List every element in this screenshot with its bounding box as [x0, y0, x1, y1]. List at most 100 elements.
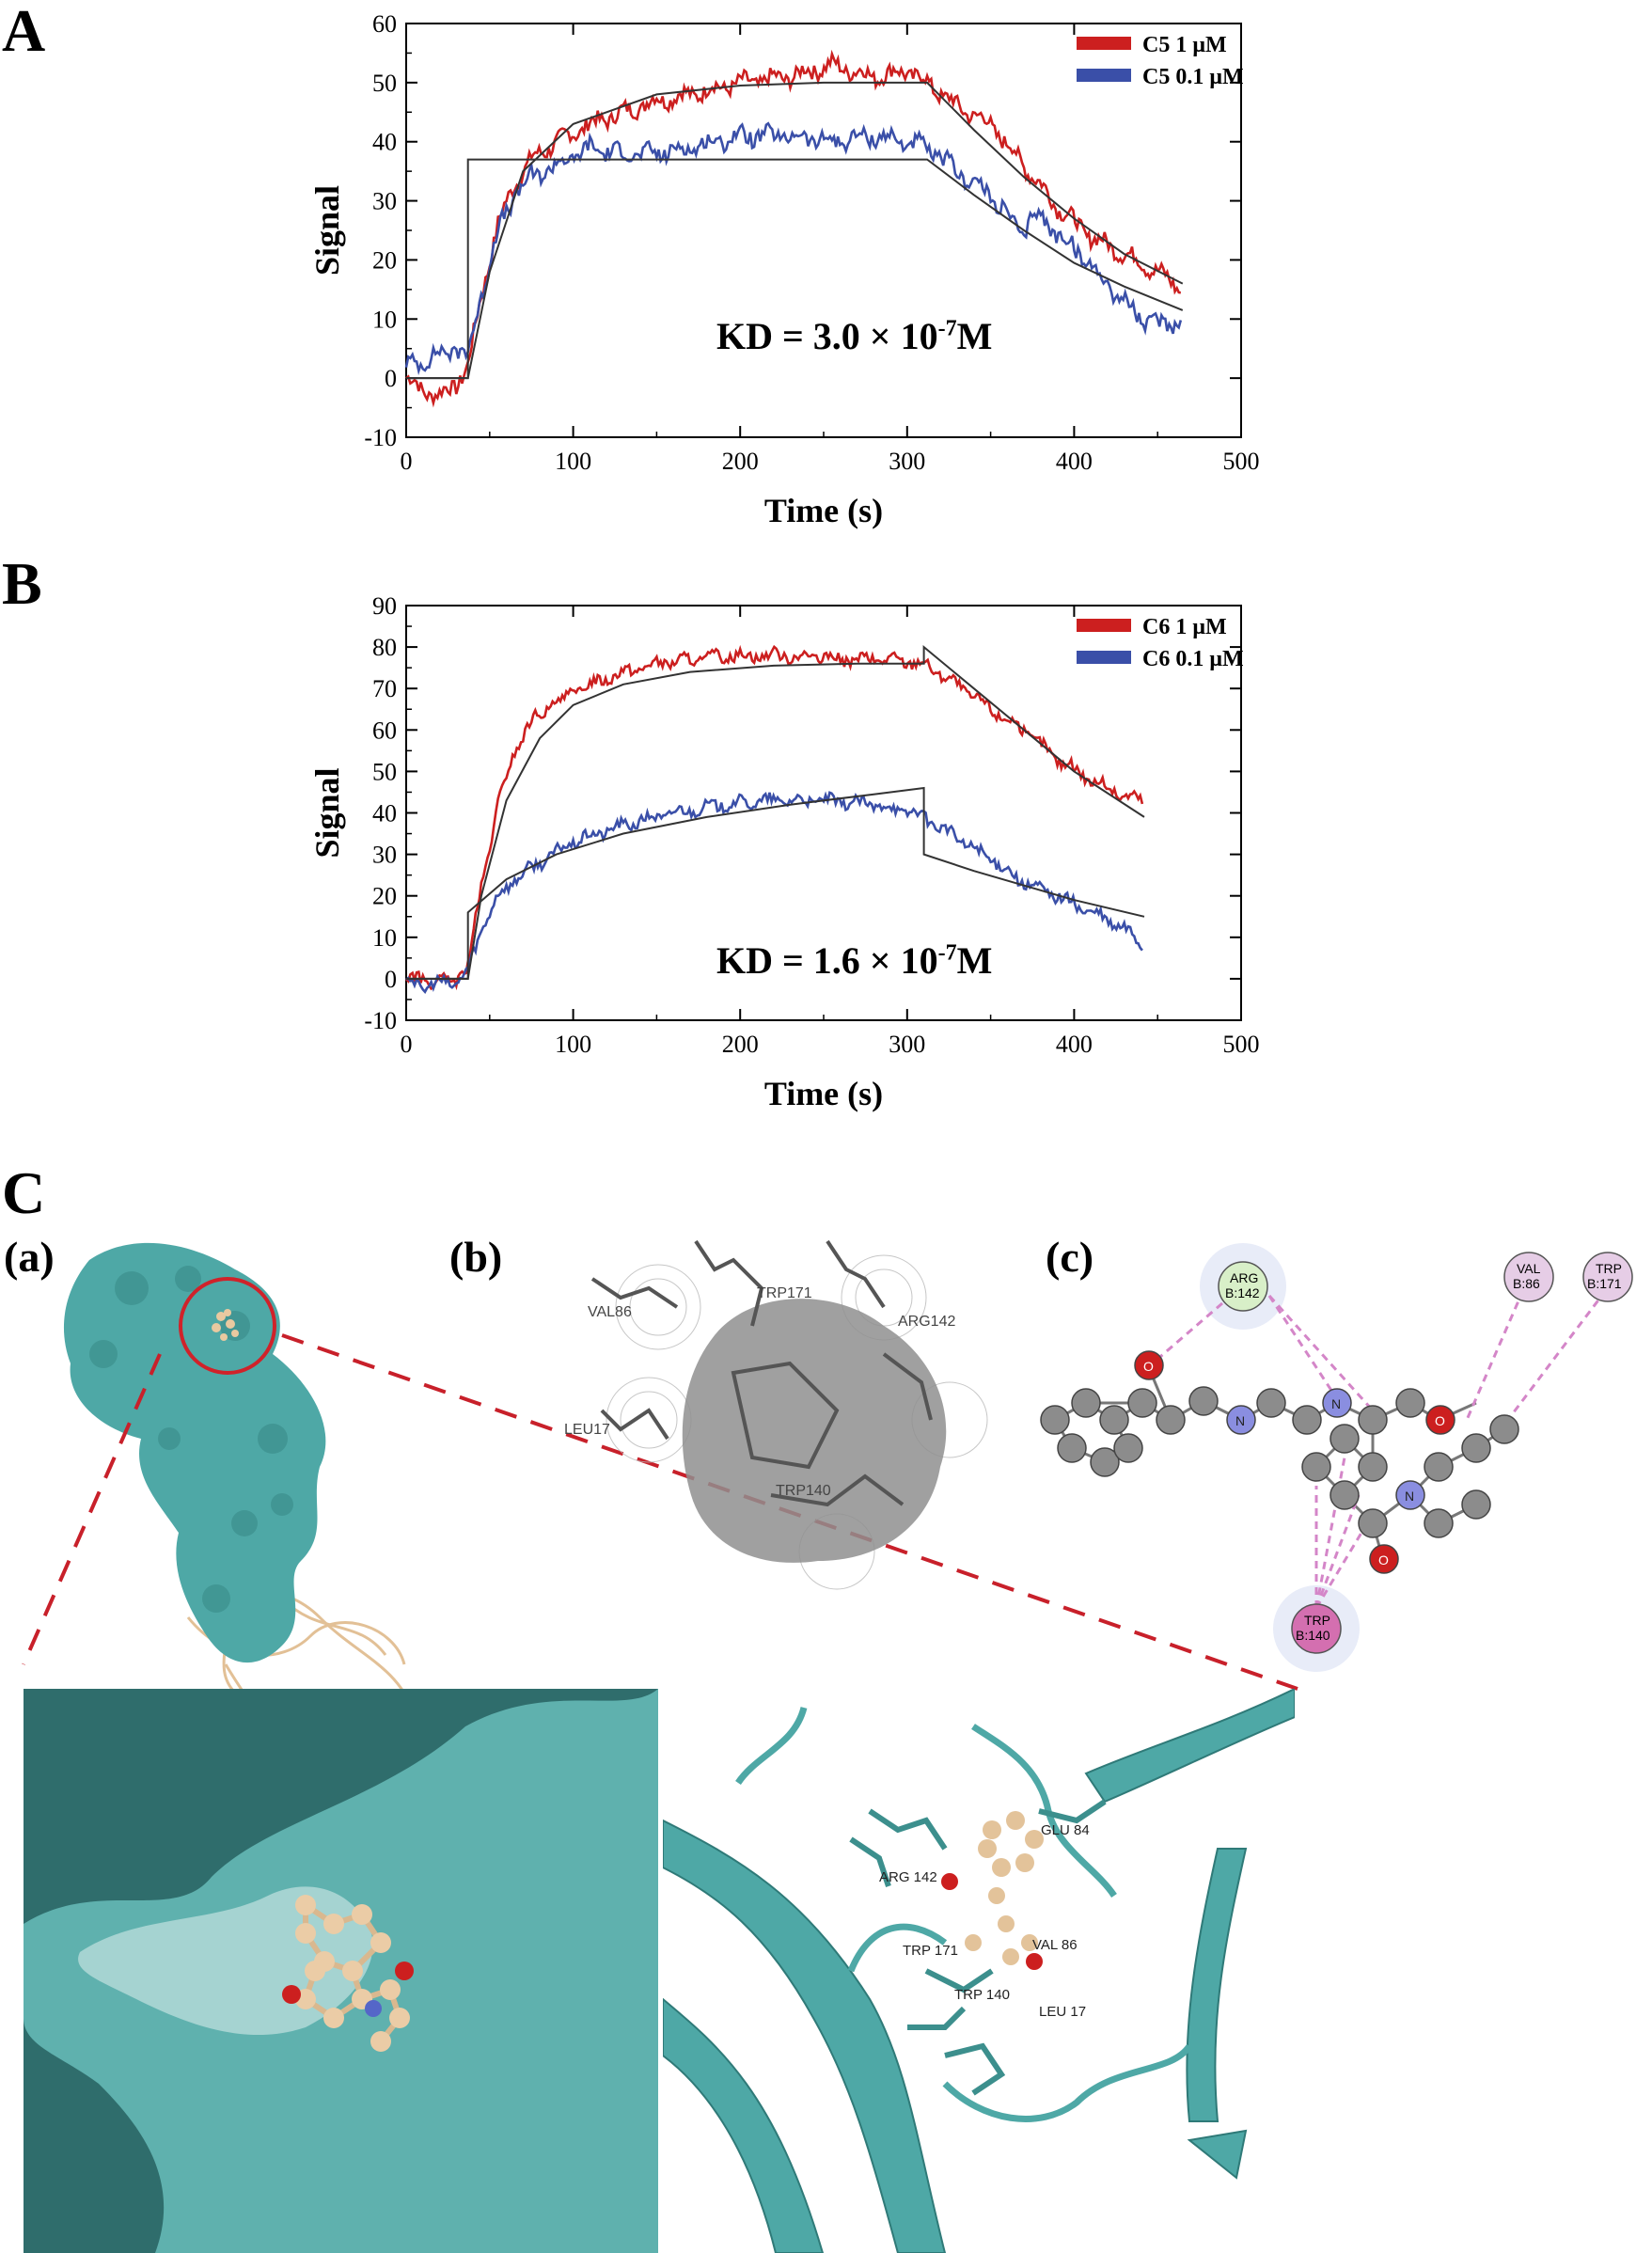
zoom-label-trp140: TRP 140	[954, 1987, 1010, 2003]
residue-label-leu17: LEU17	[564, 1422, 610, 1438]
legend-swatch	[1077, 651, 1131, 664]
y-tick-label: 10	[372, 306, 397, 333]
legend-swatch	[1077, 37, 1131, 50]
atom-n-3: N	[1405, 1489, 1414, 1504]
ligand-spot	[212, 1309, 239, 1341]
kd-annotation-a: KD = 3.0 × 10-7M	[716, 314, 992, 358]
y-tick-label: 30	[372, 842, 397, 869]
x-tick-label: 400	[1056, 1031, 1093, 1058]
zoom-oxygen-1	[282, 1985, 301, 2004]
fit-curve	[406, 158, 1184, 380]
fit-curve	[406, 81, 1184, 380]
kd-b-text: KD = 1.6 × 10	[716, 939, 938, 982]
protein-surface-blob	[63, 1242, 326, 1663]
residue-label-val86: VAL86	[588, 1304, 632, 1320]
data-series-line	[405, 49, 1181, 408]
carbon-atoms	[1040, 1386, 1519, 1538]
trp140-name: TRP	[1304, 1613, 1330, 1628]
data-series-line	[404, 121, 1183, 376]
y-tick-label: 50	[372, 70, 397, 97]
fit-curve	[406, 786, 1145, 980]
hbond-arg	[1154, 1301, 1223, 1363]
ribbon-strands	[663, 1689, 1295, 2253]
trp171-name: TRP	[1596, 1261, 1622, 1276]
residue-bubble-trp140	[1291, 1603, 1342, 1654]
kd-annotation-b: KD = 1.6 × 10-7M	[716, 938, 992, 983]
x-tick-label: 300	[889, 448, 925, 475]
x-tick-label: 300	[889, 1031, 925, 1058]
trp171-chain: B:171	[1587, 1276, 1622, 1291]
kd-b-unit: M	[956, 939, 993, 982]
y-axis-label: Signal	[308, 185, 346, 276]
residue-label-trp140: TRP140	[776, 1483, 831, 1499]
y-tick-label: -10	[364, 1007, 397, 1034]
atom-n-1: N	[1235, 1413, 1245, 1428]
surface-bumps	[89, 1266, 293, 1613]
kd-a-exponent: -7	[937, 316, 957, 341]
plot-frame	[405, 23, 1242, 438]
legend-label: C6 1 μM	[1142, 615, 1227, 639]
y-tick-label: 50	[372, 758, 397, 785]
mesh-spheres	[606, 1254, 988, 1590]
y-tick-label: 40	[372, 800, 397, 827]
kd-a-unit: M	[956, 315, 993, 357]
x-tick-label: 200	[722, 448, 759, 475]
atom-o-3: O	[1378, 1552, 1389, 1568]
val86-name: VAL	[1517, 1261, 1541, 1276]
legend-label: C5 0.1 μM	[1142, 65, 1244, 89]
interaction-diagram: O O O N N N ARG B:142 VAL B:86 TRP B:171…	[1040, 1243, 1633, 1672]
y-axis-label: Signal	[308, 767, 346, 858]
x-tick-label: 500	[1223, 1031, 1260, 1058]
y-tick-label: 90	[372, 592, 397, 620]
residue-sticks	[590, 1239, 933, 1507]
y-tick-label: 60	[372, 10, 397, 38]
zoom-label-glu84: GLU 84	[1041, 1822, 1090, 1838]
subpanel-label-c: (c)	[1046, 1233, 1094, 1281]
val86-chain: B:86	[1513, 1276, 1540, 1291]
x-tick-label: 0	[401, 1031, 413, 1058]
zoom-nitrogen	[365, 2000, 382, 2017]
x-tick-label: 100	[555, 448, 591, 475]
arg142-chain: B:142	[1225, 1285, 1260, 1300]
legend-label: C6 0.1 μM	[1142, 647, 1244, 671]
x-tick-label: 100	[555, 1031, 591, 1058]
x-tick-label: 400	[1056, 448, 1093, 475]
kd-a-text: KD = 3.0 × 10	[716, 315, 938, 357]
panel-letter-b: B	[2, 550, 42, 617]
zoom-label-arg142: ARG 142	[879, 1869, 937, 1885]
zoom-ligand-atoms	[295, 1895, 410, 2052]
zoom-residue-sticks	[849, 1799, 1107, 2096]
y-tick-label: 0	[385, 365, 397, 392]
nitrogen-atoms	[1226, 1388, 1425, 1510]
chart-b: 0 100 200 300 400 500-100102030405060708090Ti…	[308, 592, 1260, 1112]
y-tick-label: -10	[364, 424, 397, 451]
legend-swatch	[1077, 69, 1131, 82]
y-tick-label: 40	[372, 129, 397, 156]
zoom-label-leu17: LEU 17	[1039, 2004, 1086, 2020]
data-series-line	[405, 644, 1144, 991]
residue-bubble-val86	[1503, 1252, 1554, 1302]
residue-bubble-trp171	[1582, 1252, 1633, 1302]
zoom-line-left	[22, 1353, 162, 1665]
y-tick-label: 20	[372, 883, 397, 910]
zoom-ribbon-oxygen-1	[941, 1873, 958, 1890]
atom-o-2: O	[1435, 1413, 1445, 1428]
atom-o-1: O	[1143, 1359, 1154, 1374]
panel-letter-c: C	[2, 1159, 46, 1226]
y-tick-label: 80	[372, 634, 397, 661]
residue-bubble-arg142	[1218, 1261, 1268, 1312]
zoom-label-val86: VAL 86	[1032, 1937, 1078, 1953]
y-tick-label: 60	[372, 717, 397, 744]
x-tick-label: 0	[401, 448, 413, 475]
binding-pocket-figure: VAL86 TRP171 ARG142 LEU17 TRP140	[564, 1239, 988, 1590]
zoom-ribbon-figure: GLU 84 ARG 142 TRP 171 VAL 86 TRP 140 LE…	[663, 1689, 1295, 2253]
y-tick-label: 30	[372, 188, 397, 215]
zoom-label-trp171: TRP 171	[903, 1943, 958, 1959]
atom-n-2: N	[1331, 1396, 1341, 1411]
trp140-chain: B:140	[1296, 1628, 1330, 1643]
y-tick-label: 0	[385, 966, 397, 993]
x-tick-label: 500	[1223, 448, 1260, 475]
subpanel-label-a: (a)	[4, 1233, 55, 1281]
y-tick-label: 70	[372, 675, 397, 702]
residue-label-arg142: ARG142	[898, 1314, 955, 1330]
